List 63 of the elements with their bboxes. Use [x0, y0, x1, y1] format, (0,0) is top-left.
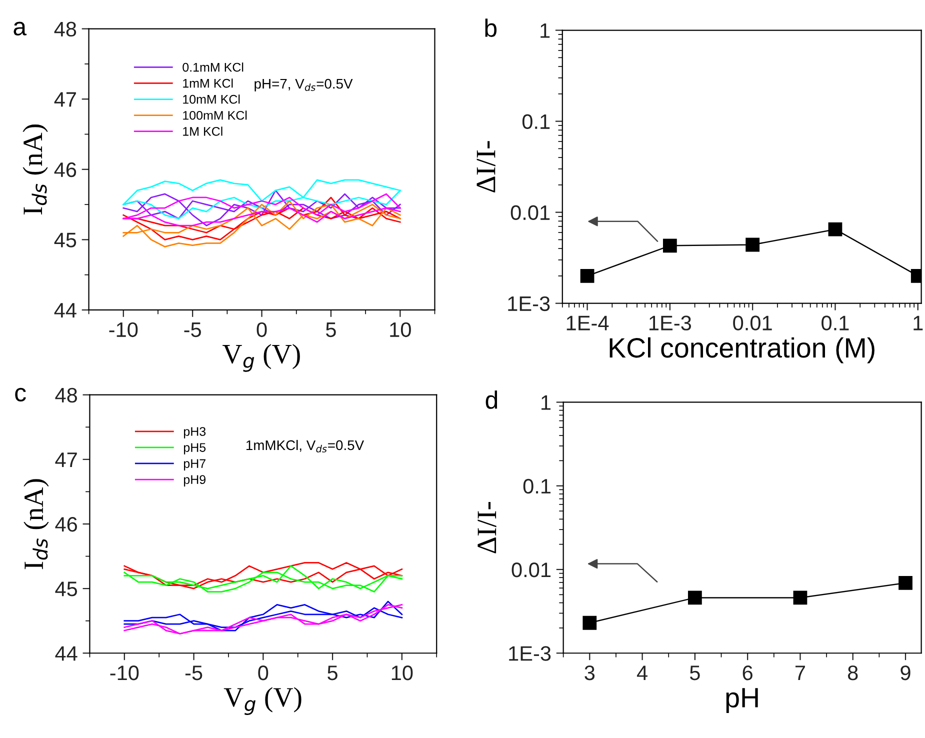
y-tick-label: 47	[54, 92, 76, 107]
x-tick-label: 8	[848, 665, 858, 680]
y-tick-label: 0.1	[523, 478, 551, 494]
x-tick-label: 0.1	[822, 316, 849, 330]
x-axis-title: V$_{g}$ (V)	[222, 344, 300, 372]
y-tick-label: 47	[55, 452, 77, 467]
x-tick-label: -10	[110, 665, 139, 680]
x-axis-title: pH	[726, 688, 758, 714]
chart-title: d	[486, 390, 498, 409]
annotation: 1mMKCl, V$_{ds}$=0.5V	[246, 440, 364, 452]
y-tick-label: 44	[54, 303, 76, 318]
legend-label: pH9	[184, 475, 206, 486]
x-tick-label: -5	[185, 666, 202, 680]
y-axis-title: ΔI/I-	[478, 502, 496, 554]
y-tick-label: 45	[54, 232, 76, 248]
y-tick-label: 1E-3	[508, 296, 550, 312]
y-tick-label: 46	[54, 162, 76, 178]
x-tick-label: 6	[742, 665, 752, 680]
legend-label: pH3	[184, 427, 206, 438]
y-tick-label: 44	[55, 646, 78, 661]
legend-label: pH7	[184, 459, 206, 470]
y-tick-label: 0.01	[510, 205, 550, 220]
x-tick-label: -10	[109, 322, 138, 338]
x-tick-label: 1E-3	[650, 316, 692, 330]
y-tick-label: 1	[540, 23, 550, 38]
x-tick-label: 5	[326, 322, 336, 338]
y-axis-title: ΔI/I-	[476, 141, 496, 192]
x-tick-label: 0	[258, 665, 268, 680]
y-tick-label: 46	[55, 516, 78, 532]
x-tick-label: 5	[690, 666, 700, 680]
x-tick-label: -5	[184, 322, 201, 338]
y-tick-label: 1	[542, 395, 551, 410]
x-tick-label: 1E-4	[566, 316, 609, 330]
y-axis-title: I$_{ds}$ (nA)	[22, 124, 48, 214]
y-tick-label: 0.1	[522, 114, 550, 130]
y-tick-label: 45	[55, 582, 78, 596]
x-tick-label: 0.01	[733, 316, 772, 330]
chart-title: c	[15, 388, 26, 402]
x-tick-label: 5	[328, 666, 338, 680]
x-tick-label: 10	[390, 322, 411, 338]
x-tick-label: 7	[795, 666, 805, 680]
x-tick-label: 0	[256, 322, 267, 338]
y-axis-title: I$_{ds}$ (nA)	[24, 479, 49, 570]
x-tick-label: 4	[636, 666, 648, 680]
annotation: pH=7, V$_{ds}$=0.5V	[254, 78, 353, 92]
legend-label: 10mM KCl	[183, 94, 240, 104]
x-axis-title: V$_{g}$ (V)	[224, 687, 302, 716]
chart-title: a	[14, 22, 27, 36]
legend-label: 1mM KCl	[183, 78, 233, 88]
chart-title: b	[485, 18, 497, 37]
legend-label: 100mM KCl	[183, 110, 247, 120]
legend-label: 1M KCl	[183, 126, 222, 136]
y-tick-label: 48	[54, 22, 76, 37]
x-tick-label: 9	[900, 665, 910, 680]
y-tick-label: 48	[55, 388, 78, 403]
legend-label: 0.1mM KCl	[182, 62, 244, 72]
y-tick-label: 0.01	[512, 562, 551, 578]
x-tick-label: 1	[914, 316, 923, 330]
x-tick-label: 10	[392, 665, 413, 680]
x-tick-label: 3	[584, 665, 595, 680]
y-tick-label: 1E-3	[509, 646, 551, 661]
x-axis-title: KCl concentration (M)	[610, 337, 874, 364]
legend-label: pH5	[184, 443, 206, 454]
